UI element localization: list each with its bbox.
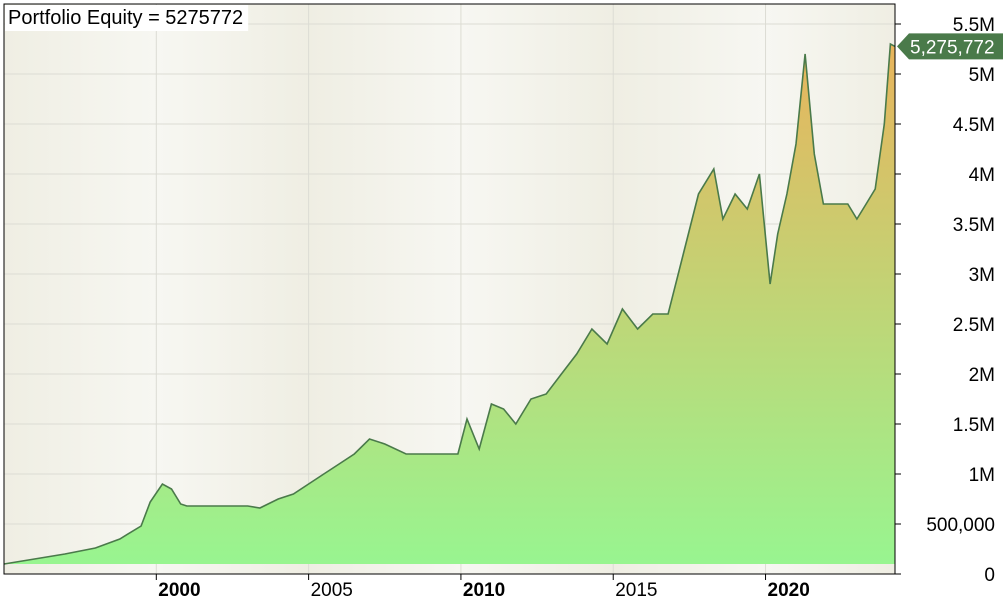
x-tick-label: 2005 — [311, 580, 353, 601]
chart-title: Portfolio Equity = 5275772 — [8, 7, 243, 29]
y-tick-label: 4M — [969, 165, 995, 186]
last-value-badge — [897, 33, 1003, 60]
y-tick-label: 1.5M — [953, 415, 995, 436]
y-tick-label: 5.5M — [953, 15, 995, 36]
background-band — [156, 4, 309, 574]
y-axis: 0 500,000 1M 1.5M 2M 2.5M 3M 3.5M 4M 4.5M 5M 5.5M — [895, 15, 995, 586]
equity-line — [3, 42, 896, 565]
y-tick-label: 1M — [969, 465, 995, 486]
x-tick-label: 2010 — [463, 580, 505, 601]
y-tick-label: 3.5M — [953, 215, 995, 236]
x-tick-label: 2000 — [158, 580, 200, 601]
y-tick-label: 4.5M — [953, 115, 995, 136]
last-value-marker: 5,275,772 — [897, 33, 1003, 60]
x-axis: 2000 2005 2010 2015 2020 — [155, 574, 810, 601]
y-tick-label: 2.5M — [953, 315, 995, 336]
y-tick-label: 3M — [969, 265, 995, 286]
x-tick-label: 2020 — [768, 580, 810, 601]
x-tick-label: 2015 — [615, 580, 657, 601]
y-tick-label: 5M — [969, 65, 995, 86]
y-tick-label: 2M — [969, 365, 995, 386]
title-background — [5, 5, 249, 31]
y-tick-label: 0 — [984, 565, 995, 586]
last-value-label: 5,275,772 — [910, 37, 995, 58]
plot-border — [3, 3, 896, 575]
equity-area — [4, 44, 895, 564]
y-tick-label: 500,000 — [926, 515, 995, 536]
background-band — [4, 4, 157, 574]
